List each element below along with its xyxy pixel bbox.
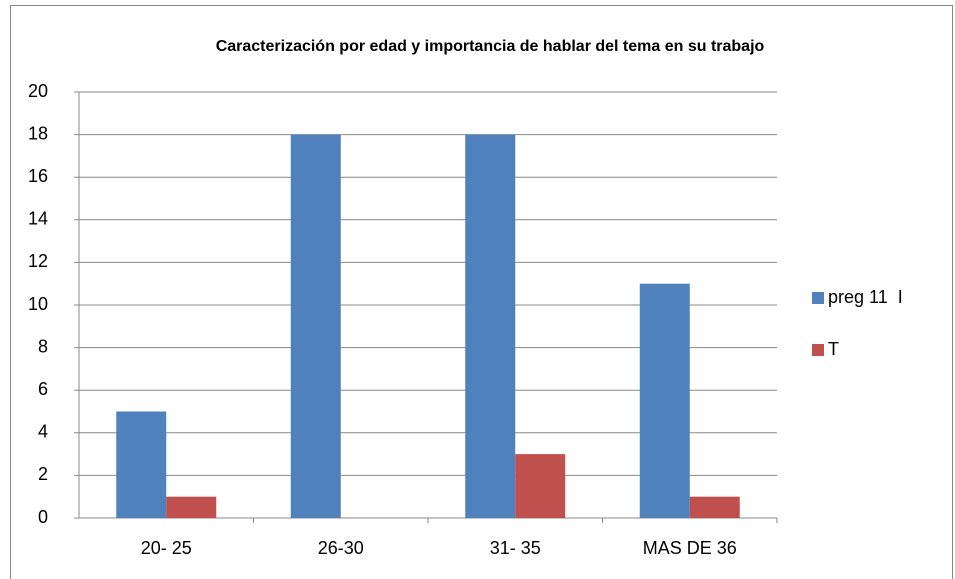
bar (515, 454, 566, 518)
legend-label: T (828, 339, 839, 359)
bar (465, 134, 516, 518)
x-tick-label: 20- 25 (141, 538, 192, 558)
y-tick-label: 10 (28, 294, 48, 314)
y-tick-label: 12 (28, 251, 48, 271)
chart-title: Caracterización por edad y importancia d… (216, 38, 765, 55)
legend-swatch (812, 292, 824, 304)
y-tick-label: 0 (38, 507, 48, 527)
y-tick-label: 2 (38, 464, 48, 484)
x-tick-label: MAS DE 36 (643, 538, 737, 558)
bar (639, 283, 690, 518)
y-tick-label: 14 (28, 209, 48, 229)
x-tick-label: 26-30 (318, 538, 364, 558)
y-tick-label: 20 (28, 81, 48, 101)
bar (116, 411, 167, 518)
y-tick-label: 18 (28, 123, 48, 143)
y-tick-label: 6 (38, 379, 48, 399)
legend-label: preg 11 I (828, 287, 903, 307)
y-tick-label: 4 (38, 422, 48, 442)
bar (689, 496, 740, 518)
y-tick-label: 16 (28, 166, 48, 186)
legend-swatch (812, 344, 824, 356)
bar (290, 134, 341, 518)
bar (166, 496, 217, 518)
y-tick-label: 8 (38, 336, 48, 356)
x-tick-label: 31- 35 (490, 538, 541, 558)
